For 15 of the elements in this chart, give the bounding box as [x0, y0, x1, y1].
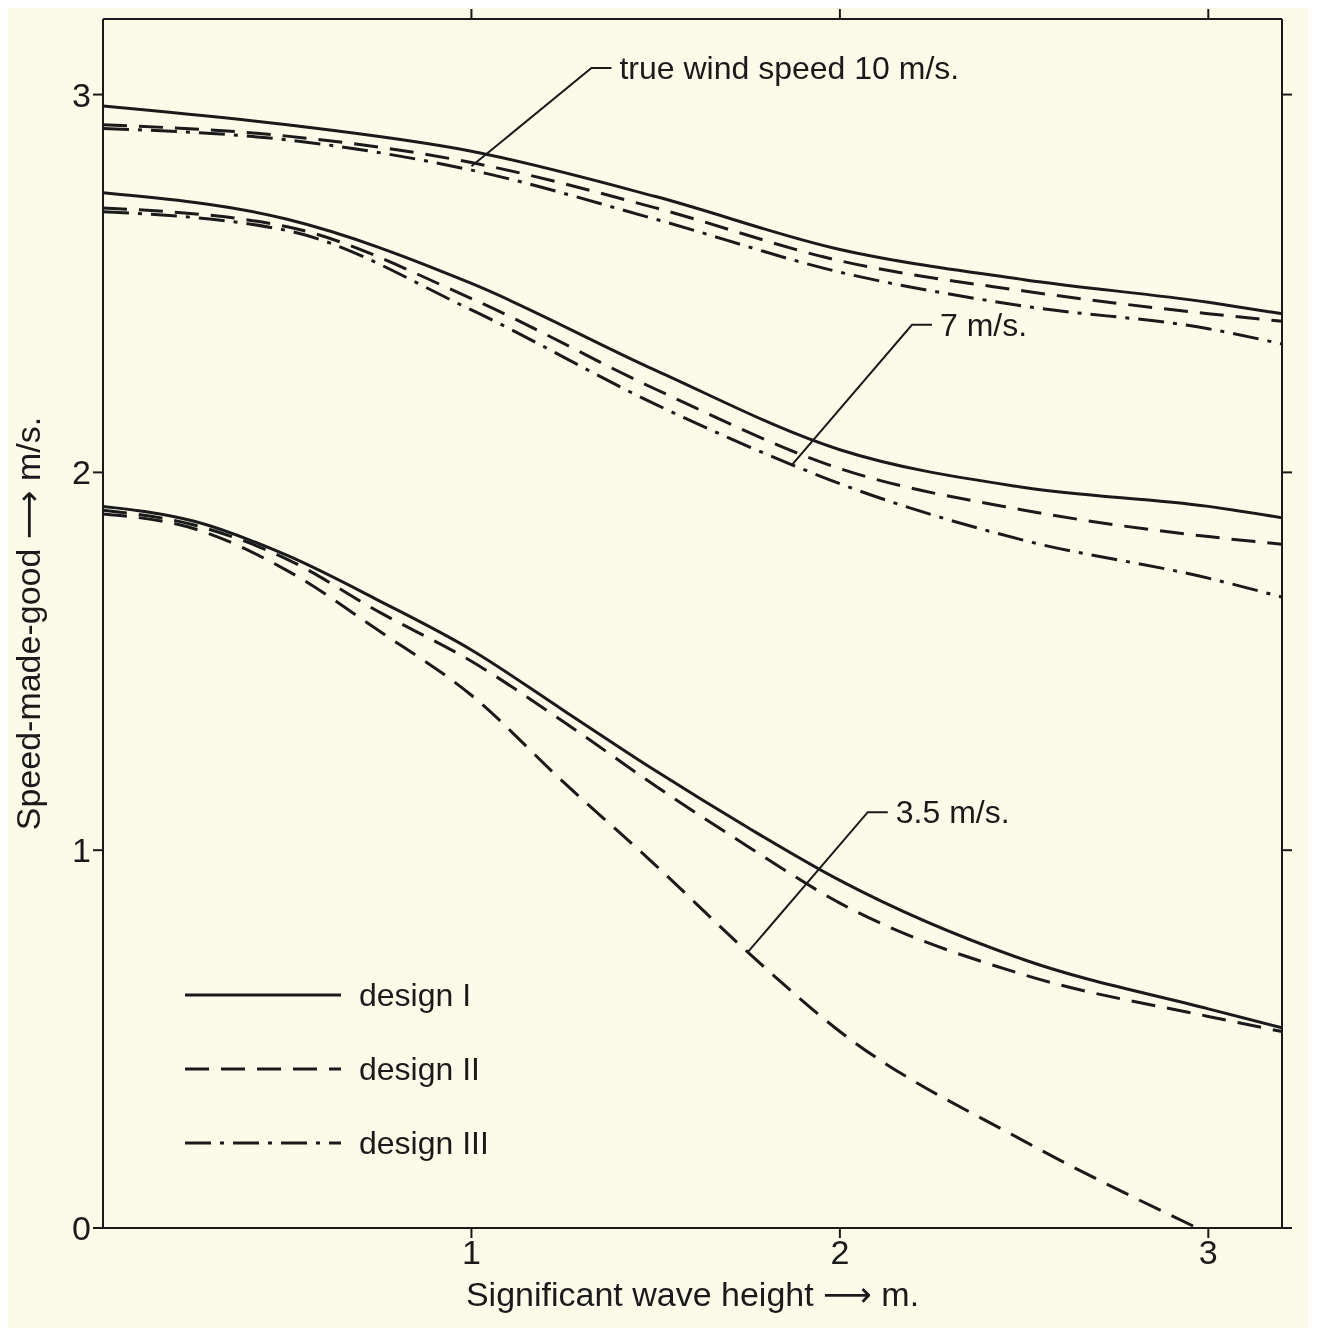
- y-tick-label: 1: [72, 831, 91, 870]
- legend-label: design III: [359, 1124, 489, 1162]
- y-tick-label: 2: [72, 453, 91, 492]
- x-tick-label: 3: [1198, 1233, 1218, 1272]
- annotation: true wind speed 10 m/s.: [619, 50, 960, 86]
- annotation: 7 m/s.: [939, 306, 1028, 343]
- x-tick-label: 1: [461, 1233, 481, 1272]
- legend-label: design II: [359, 1050, 480, 1088]
- y-axis-title: Speed-made-good ⟶ m/s.: [9, 416, 47, 831]
- x-tick-label: 2: [830, 1233, 850, 1272]
- x-axis-title: Significant wave height ⟶ m.: [465, 1275, 920, 1313]
- annotation: 3.5 m/s.: [895, 794, 1010, 831]
- y-tick-label: 3: [72, 75, 91, 114]
- y-tick-label: 0: [72, 1209, 91, 1248]
- legend-label: design I: [359, 976, 472, 1014]
